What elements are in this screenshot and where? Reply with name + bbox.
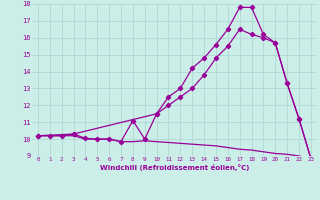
X-axis label: Windchill (Refroidissement éolien,°C): Windchill (Refroidissement éolien,°C) (100, 164, 249, 171)
